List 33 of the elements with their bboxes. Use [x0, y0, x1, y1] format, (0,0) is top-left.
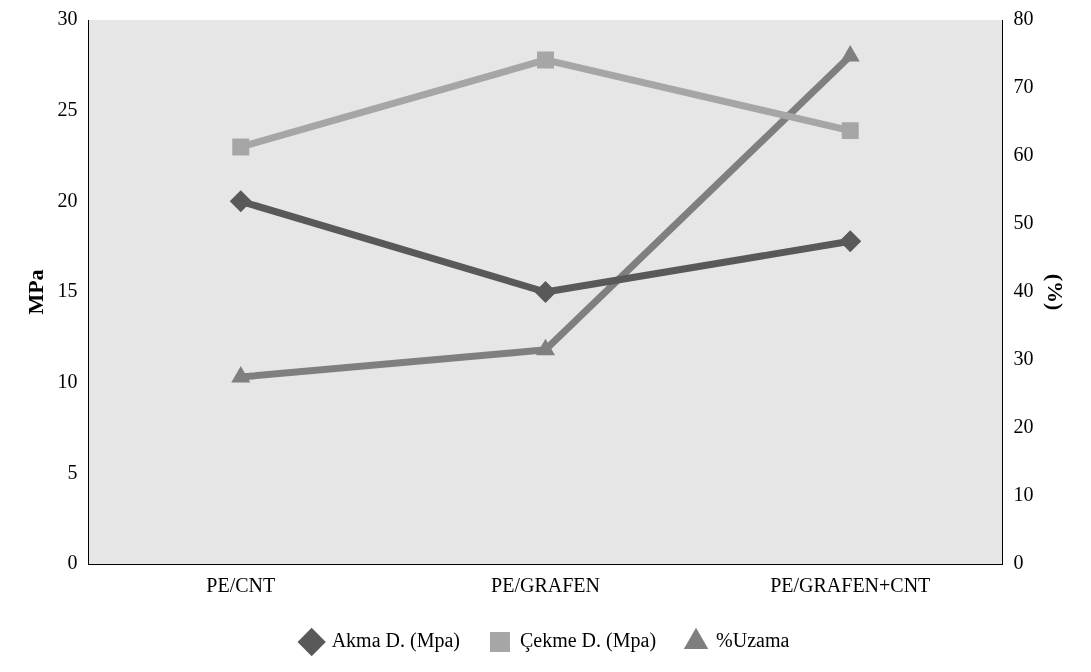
y2-tick-label: 50: [1013, 211, 1034, 234]
point: [840, 45, 860, 62]
point: [535, 338, 556, 356]
y2-axis-title: (%): [1043, 273, 1069, 311]
y2-tick-label: 20: [1013, 415, 1034, 438]
y2-tick-label: 0: [1013, 551, 1024, 574]
y-tick-label: 20: [57, 188, 78, 211]
y2-tick-label: 30: [1013, 347, 1034, 370]
y-tick-label: 25: [57, 97, 78, 120]
y-axis-title: MPa: [22, 269, 48, 315]
y2-tick-label: 60: [1013, 143, 1034, 166]
point: [231, 366, 251, 383]
y-tick-label: 15: [57, 279, 78, 302]
x-tick-label: PE/GRAFEN: [491, 574, 600, 597]
y2-tick-label: 10: [1013, 483, 1034, 506]
point: [537, 51, 554, 69]
x-tick-label: PE/GRAFEN+CNT: [770, 574, 931, 597]
point: [534, 281, 557, 303]
legend-label: %Uzama: [716, 629, 790, 652]
x-tick-label: PE/CNT: [206, 574, 276, 597]
y-tick-label: 10: [57, 369, 78, 392]
y-tick-label: 5: [67, 460, 78, 483]
point: [229, 190, 252, 213]
legend-label: Akma D. (Mpa): [331, 629, 460, 653]
y-tick-label: 0: [67, 551, 78, 574]
y2-tick-label: 80: [1013, 7, 1034, 30]
legend-label: Çekme D. (Mpa): [519, 629, 657, 653]
y2-tick-label: 70: [1013, 75, 1034, 98]
point: [232, 138, 250, 156]
point: [841, 122, 859, 140]
y2-tick-label: 40: [1013, 279, 1034, 302]
y-tick-label: 30: [57, 7, 78, 30]
point: [839, 230, 862, 253]
